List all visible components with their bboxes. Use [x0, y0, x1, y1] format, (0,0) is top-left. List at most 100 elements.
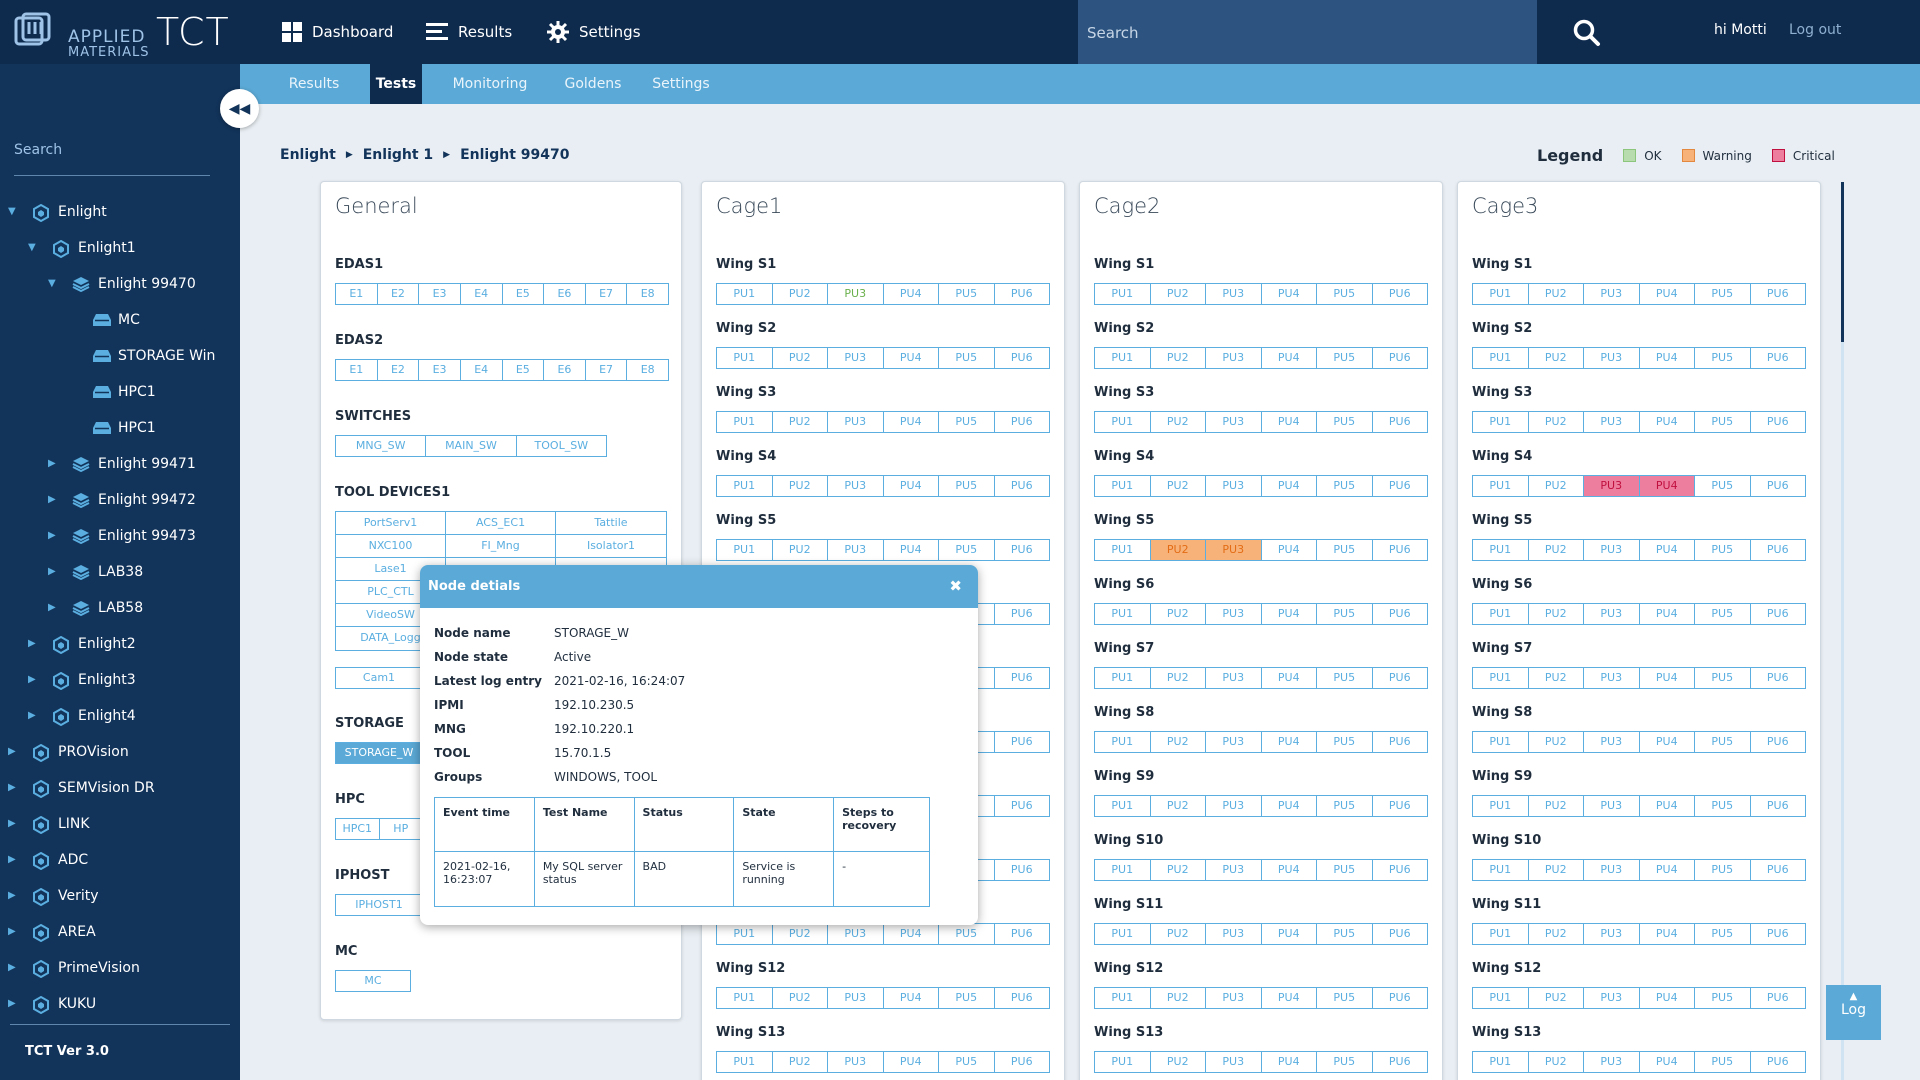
node-cell[interactable]: HPC1	[336, 819, 380, 839]
pu-cell-1[interactable]: PU1	[717, 988, 773, 1008]
pu-cell-3[interactable]: PU3	[828, 476, 884, 496]
pu-cell-1[interactable]: PU1	[1473, 924, 1529, 944]
pu-cell-5[interactable]: PU5	[1317, 476, 1373, 496]
pu-cell-6[interactable]: PU6	[1010, 415, 1033, 428]
pu-cell-6[interactable]: PU6	[1766, 799, 1789, 812]
caret-down-icon[interactable]: ▼	[8, 206, 16, 217]
pu-cell-4[interactable]: PU4	[1639, 476, 1695, 496]
pu-cell-3[interactable]: PU3	[1206, 284, 1262, 304]
caret-right-icon[interactable]: ▶	[28, 638, 36, 649]
pu-cell-2[interactable]: PU2	[773, 540, 828, 560]
pu-cell-2[interactable]: PU2	[1529, 348, 1584, 368]
pu-cell-4[interactable]: PU4	[1640, 1052, 1695, 1072]
pu-cell-1[interactable]: PU1	[1095, 988, 1151, 1008]
breadcrumb-item[interactable]: Enlight	[280, 147, 336, 163]
pu-cell-1[interactable]: PU1	[1095, 348, 1151, 368]
pu-cell-1[interactable]: PU1	[1095, 284, 1151, 304]
sidebar-tree-item[interactable]: STORAGE Win	[68, 343, 215, 369]
pu-cell-1[interactable]: PU1	[1095, 796, 1151, 816]
pu-cell-3[interactable]: PU3	[1206, 604, 1262, 624]
caret-right-icon[interactable]: ▶	[8, 998, 16, 1009]
pu-cell-6[interactable]: PU6	[1388, 543, 1411, 556]
pu-cell-5[interactable]: PU5	[939, 924, 995, 944]
pu-cell-3[interactable]: PU3	[1584, 540, 1640, 560]
pu-cell-1[interactable]: PU1	[1473, 284, 1529, 304]
tool-device-cell[interactable]: ACS_EC1	[446, 512, 556, 534]
pu-cell-3[interactable]: PU3	[1206, 348, 1262, 368]
pu-cell-2[interactable]: PU2	[773, 284, 828, 304]
pu-cell-5[interactable]: PU5	[1695, 1052, 1751, 1072]
pu-cell-2[interactable]: PU2	[1151, 860, 1206, 880]
pu-cell-4[interactable]: PU4	[1262, 796, 1317, 816]
pu-cell-3[interactable]: PU3	[1206, 732, 1262, 752]
pu-cell-4[interactable]: PU4	[1640, 540, 1695, 560]
pu-cell-6[interactable]: PU6	[1766, 543, 1789, 556]
subtab-tests[interactable]: Tests	[370, 64, 422, 104]
sidebar-tree-item[interactable]: ▶ Enlight 99472	[48, 487, 196, 513]
pu-cell-4[interactable]: PU4	[1262, 860, 1317, 880]
pu-cell-2[interactable]: PU2	[1151, 732, 1206, 752]
pu-cell-5[interactable]: PU5	[1317, 540, 1373, 560]
pu-cell-5[interactable]: PU5	[939, 476, 995, 496]
pu-cell-6[interactable]: PU6	[1766, 479, 1789, 492]
pu-cell-4[interactable]: PU4	[1262, 540, 1317, 560]
pu-cell-2[interactable]: PU2	[773, 988, 828, 1008]
sidebar-tree-item[interactable]: ▼ Enlight	[8, 199, 107, 225]
sidebar-tree-item[interactable]: ▶ LINK	[8, 811, 90, 837]
sidebar-tree-item[interactable]: ▶ PrimeVision	[8, 955, 140, 981]
pu-cell-6[interactable]: PU6	[1010, 543, 1033, 556]
pu-cell-3[interactable]: PU3	[1206, 860, 1262, 880]
pu-cell-2[interactable]: PU2	[1529, 476, 1584, 496]
pu-cell-5[interactable]: PU5	[1317, 732, 1373, 752]
pu-cell-2[interactable]: PU2	[1151, 412, 1206, 432]
pu-cell-6[interactable]: PU6	[1388, 287, 1411, 300]
pu-cell-5[interactable]: PU5	[1317, 988, 1373, 1008]
pu-cell-6[interactable]: PU6	[1388, 927, 1411, 940]
node-cell[interactable]: TOOL_SW	[534, 439, 589, 452]
pu-cell-6[interactable]: PU6	[1388, 607, 1411, 620]
sidebar-tree-item[interactable]: HPC1	[68, 379, 156, 405]
pu-cell-3[interactable]: PU3	[1584, 860, 1640, 880]
tool-device-cell[interactable]: PortServ1	[336, 512, 446, 534]
node-cell[interactable]: IPHOST1	[355, 898, 403, 911]
pu-cell-3[interactable]: PU3	[1584, 412, 1640, 432]
sidebar-tree-item[interactable]: ▶ Verity	[8, 883, 99, 909]
pu-cell-5[interactable]: PU5	[1695, 668, 1751, 688]
caret-right-icon[interactable]: ▶	[28, 674, 36, 685]
tool-device-cell[interactable]: Tattile	[594, 516, 628, 529]
pu-cell-1[interactable]: PU1	[1095, 476, 1151, 496]
pu-cell-6[interactable]: PU6	[1388, 863, 1411, 876]
pu-cell-3[interactable]: PU3	[1206, 476, 1262, 496]
pu-cell-6[interactable]: PU6	[1766, 927, 1789, 940]
node-cell[interactable]: E3	[419, 360, 461, 380]
pu-cell-2[interactable]: PU2	[1529, 284, 1584, 304]
pu-cell-3[interactable]: PU3	[828, 1052, 884, 1072]
sidebar-tree-item[interactable]: ▶ ADC	[8, 847, 88, 873]
pu-cell-1[interactable]: PU1	[1095, 540, 1151, 560]
pu-cell-6[interactable]: PU6	[1010, 735, 1033, 748]
pu-cell-5[interactable]: PU5	[1317, 604, 1373, 624]
applied-materials-logo[interactable]: APPLIED MATERIALS	[14, 12, 149, 60]
pu-cell-5[interactable]: PU5	[1695, 476, 1751, 496]
caret-right-icon[interactable]: ▶	[8, 890, 16, 901]
pu-cell-6[interactable]: PU6	[1010, 607, 1033, 620]
pu-cell-6[interactable]: PU6	[1010, 799, 1033, 812]
pu-cell-2[interactable]: PU2	[1529, 988, 1584, 1008]
pu-cell-4[interactable]: PU4	[1262, 988, 1317, 1008]
pu-cell-4[interactable]: PU4	[884, 540, 939, 560]
search-input[interactable]: Search	[1078, 0, 1537, 64]
caret-right-icon[interactable]: ▶	[8, 818, 16, 829]
pu-cell-6[interactable]: PU6	[1766, 415, 1789, 428]
caret-right-icon[interactable]: ▶	[8, 854, 16, 865]
pu-cell-4[interactable]: PU4	[884, 1052, 939, 1072]
pu-cell-1[interactable]: PU1	[1473, 988, 1529, 1008]
pu-cell-1[interactable]: PU1	[717, 924, 773, 944]
pu-cell-5[interactable]: PU5	[1317, 348, 1373, 368]
caret-right-icon[interactable]: ▶	[8, 782, 16, 793]
pu-cell-2[interactable]: PU2	[1150, 540, 1206, 560]
pu-cell-1[interactable]: PU1	[1473, 604, 1529, 624]
caret-down-icon[interactable]: ▼	[28, 242, 36, 253]
pu-cell-3[interactable]: PU3	[828, 348, 884, 368]
pu-cell-4[interactable]: PU4	[884, 924, 939, 944]
pu-cell-2[interactable]: PU2	[1151, 988, 1206, 1008]
